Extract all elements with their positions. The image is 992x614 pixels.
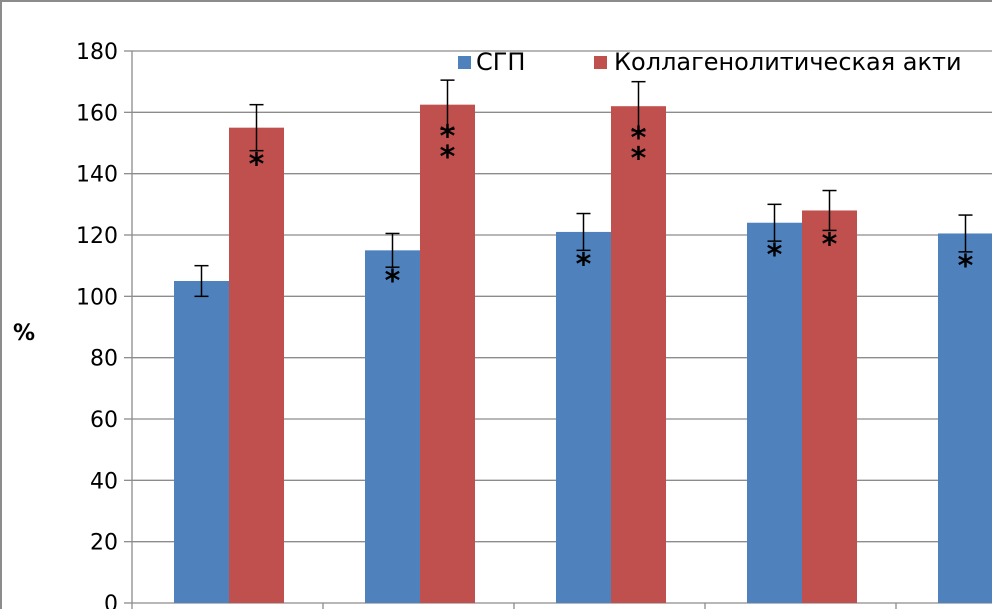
legend-swatch-collagenolytic [594, 56, 607, 69]
bar [556, 231, 611, 603]
significance-star: * [631, 121, 647, 156]
y-tick-label: 40 [90, 469, 118, 494]
y-tick-label: 80 [90, 347, 118, 372]
bar [420, 104, 475, 604]
significance-star: * [440, 140, 456, 175]
significance-star: * [822, 227, 838, 262]
y-tick-label: 160 [76, 101, 118, 126]
y-tick-label: 100 [76, 285, 118, 310]
significance-star: * [767, 238, 783, 273]
bars [174, 104, 992, 604]
bar [229, 127, 284, 604]
bar [747, 222, 802, 603]
y-tick-label: 120 [76, 224, 118, 249]
y-tick-label: 140 [76, 163, 118, 188]
y-tick-label: 60 [90, 408, 118, 433]
legend-label-sgp: СГП [476, 48, 525, 76]
y-tick-label: 180 [76, 40, 118, 65]
significance-star: * [440, 120, 456, 155]
legend-swatch-sgp [458, 56, 471, 69]
bar [802, 210, 857, 603]
bar [174, 281, 229, 603]
significance-star: * [576, 247, 592, 282]
y-tick-label: 0 [104, 592, 118, 609]
bar [365, 250, 420, 604]
y-axis-label: % [13, 321, 35, 346]
legend-label-collagenolytic: Коллагенолитическая акти [614, 48, 962, 76]
significance-star: * [631, 142, 647, 177]
y-tick-label: 20 [90, 531, 118, 556]
significance-star: * [385, 264, 401, 299]
significance-star: * [958, 249, 974, 284]
bar [938, 233, 992, 603]
significance-markers: * * * ******* [249, 120, 974, 300]
y-tick-labels: 0 20 40 60 80 100 120 140 160 180 [76, 40, 118, 614]
legend: СГП Коллагенолитическая акти [458, 48, 962, 76]
bar [611, 106, 666, 603]
significance-star: * [249, 148, 265, 183]
error-bars [194, 79, 973, 298]
